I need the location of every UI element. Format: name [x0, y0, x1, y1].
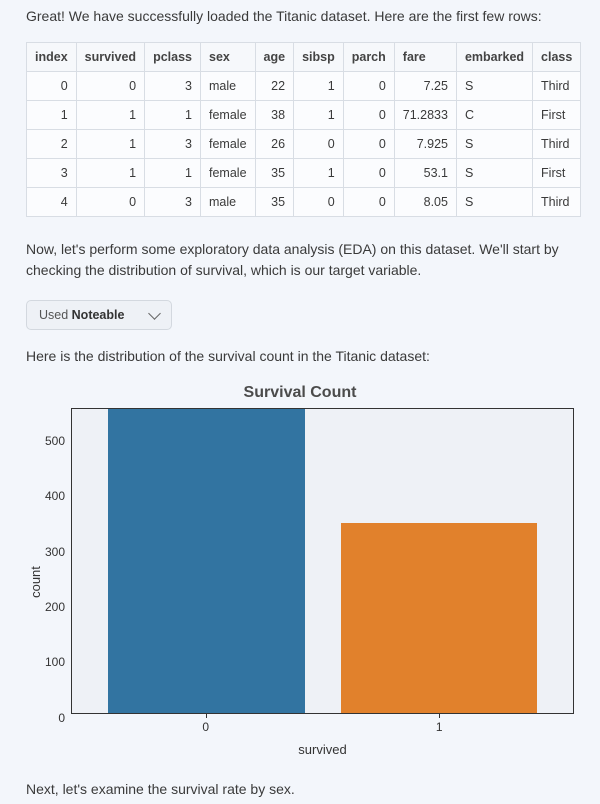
column-header: age: [255, 42, 294, 71]
tool-used-chip[interactable]: Used Noteable: [26, 300, 172, 330]
table-cell: 4: [27, 187, 77, 216]
table-cell: 22: [255, 71, 294, 100]
table-cell: 1: [294, 100, 344, 129]
table-cell: 38: [255, 100, 294, 129]
table-body: 003male22107.25SThird111female381071.283…: [27, 71, 581, 216]
titanic-head-table: indexsurvivedpclasssexagesibspparchfaree…: [26, 42, 581, 217]
column-header: index: [27, 42, 77, 71]
table-cell: 1: [27, 100, 77, 129]
column-header: sex: [201, 42, 256, 71]
table-cell: 71.2833: [394, 100, 456, 129]
table-cell: First: [533, 100, 581, 129]
table-cell: Third: [533, 129, 581, 158]
table-cell: First: [533, 158, 581, 187]
table-cell: 1: [294, 71, 344, 100]
table-cell: 8.05: [394, 187, 456, 216]
table-cell: 1: [145, 158, 201, 187]
table-cell: 1: [76, 129, 144, 158]
chart-plot-area: [71, 408, 574, 714]
table-cell: C: [456, 100, 532, 129]
distribution-paragraph: Here is the distribution of the survival…: [26, 346, 574, 368]
chart-ylabel: count: [26, 408, 43, 757]
column-header: class: [533, 42, 581, 71]
table-row: 213female26007.925SThird: [27, 129, 581, 158]
chart-bar: [341, 523, 538, 712]
x-tick: 0: [107, 714, 305, 734]
tool-name: Noteable: [72, 308, 125, 322]
table-cell: 7.25: [394, 71, 456, 100]
table-cell: 35: [255, 158, 294, 187]
table-cell: 53.1: [394, 158, 456, 187]
table-cell: 0: [343, 187, 394, 216]
column-header: embarked: [456, 42, 532, 71]
table-cell: Third: [533, 71, 581, 100]
table-cell: S: [456, 129, 532, 158]
y-tick: 500: [45, 435, 65, 447]
y-tick: 0: [58, 712, 65, 724]
chart-yaxis: 0100200300400500: [43, 408, 71, 718]
x-tick: 1: [341, 714, 539, 734]
table-cell: 1: [76, 158, 144, 187]
table-row: 111female381071.2833CFirst: [27, 100, 581, 129]
y-tick: 300: [45, 546, 65, 558]
table-cell: Third: [533, 187, 581, 216]
table-cell: 3: [145, 187, 201, 216]
intro-paragraph: Great! We have successfully loaded the T…: [26, 6, 574, 28]
table-row: 403male35008.05SThird: [27, 187, 581, 216]
table-cell: female: [201, 129, 256, 158]
table-cell: 1: [294, 158, 344, 187]
table-cell: 0: [294, 187, 344, 216]
column-header: pclass: [145, 42, 201, 71]
column-header: fare: [394, 42, 456, 71]
table-cell: 3: [145, 71, 201, 100]
table-cell: S: [456, 187, 532, 216]
tool-prefix: Used: [39, 308, 72, 322]
table-cell: male: [201, 71, 256, 100]
y-tick: 100: [45, 656, 65, 668]
table-cell: 0: [343, 71, 394, 100]
table-cell: 7.925: [394, 129, 456, 158]
y-tick: 400: [45, 490, 65, 502]
y-tick: 200: [45, 601, 65, 613]
table-cell: 26: [255, 129, 294, 158]
table-cell: 2: [27, 129, 77, 158]
table-cell: 0: [76, 187, 144, 216]
table-cell: female: [201, 158, 256, 187]
chart-bar: [108, 409, 305, 713]
table-cell: 1: [145, 100, 201, 129]
table-cell: male: [201, 187, 256, 216]
chart-xaxis: 01: [71, 714, 574, 734]
tool-used-label: Used Noteable: [39, 308, 124, 322]
chart-title: Survival Count: [26, 384, 574, 402]
table-cell: 0: [76, 71, 144, 100]
survival-chart: Survival Count count 0100200300400500 01…: [26, 384, 574, 757]
table-cell: 0: [343, 129, 394, 158]
table-row: 003male22107.25SThird: [27, 71, 581, 100]
table-cell: 0: [27, 71, 77, 100]
column-header: sibsp: [294, 42, 344, 71]
column-header: survived: [76, 42, 144, 71]
table-header-row: indexsurvivedpclasssexagesibspparchfaree…: [27, 42, 581, 71]
table-cell: 0: [343, 100, 394, 129]
table-cell: female: [201, 100, 256, 129]
table-cell: 3: [145, 129, 201, 158]
column-header: parch: [343, 42, 394, 71]
next-paragraph: Next, let's examine the survival rate by…: [26, 779, 574, 801]
table-cell: 1: [76, 100, 144, 129]
table-cell: 0: [294, 129, 344, 158]
eda-paragraph: Now, let's perform some exploratory data…: [26, 239, 574, 282]
table-cell: 0: [343, 158, 394, 187]
chart-xlabel: survived: [71, 742, 574, 757]
table-row: 311female351053.1SFirst: [27, 158, 581, 187]
table-cell: S: [456, 158, 532, 187]
chevron-down-icon: [149, 307, 162, 320]
table-cell: S: [456, 71, 532, 100]
table-cell: 35: [255, 187, 294, 216]
table-cell: 3: [27, 158, 77, 187]
